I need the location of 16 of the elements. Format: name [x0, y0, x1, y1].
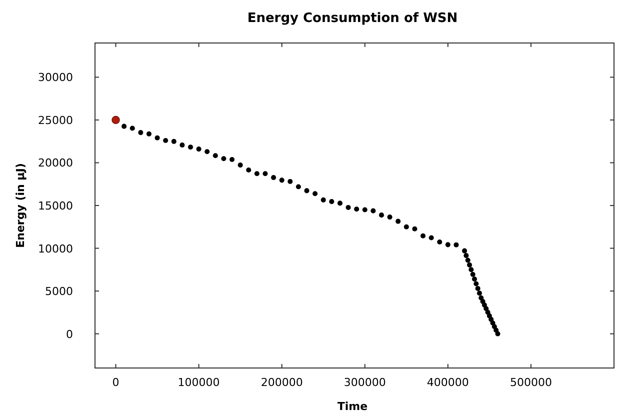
- y-tick-label: 10000: [38, 242, 73, 256]
- y-tick-label: 5000: [45, 285, 73, 298]
- x-tick-label: 300000: [344, 376, 386, 389]
- y-tick-label: 30000: [38, 71, 73, 84]
- y-tick-label: 0: [66, 328, 73, 341]
- y-tick-label: 15000: [38, 200, 73, 212]
- y-tick-label: 20000: [38, 156, 73, 170]
- x-tick-label: 0: [112, 376, 120, 389]
- x-axis-title: Time: [337, 400, 368, 413]
- x-tick-label: 400000: [426, 376, 469, 389]
- y-tick-label: 25000: [38, 114, 73, 127]
- chart-title: Energy Consumption of WSN: [247, 11, 458, 26]
- y-axis-title: Energy (in μJ): [14, 163, 27, 248]
- x-tick-label: 100000: [178, 376, 220, 389]
- x-tick-label: 500000: [510, 376, 552, 389]
- x-tick-label: 200000: [260, 376, 303, 389]
